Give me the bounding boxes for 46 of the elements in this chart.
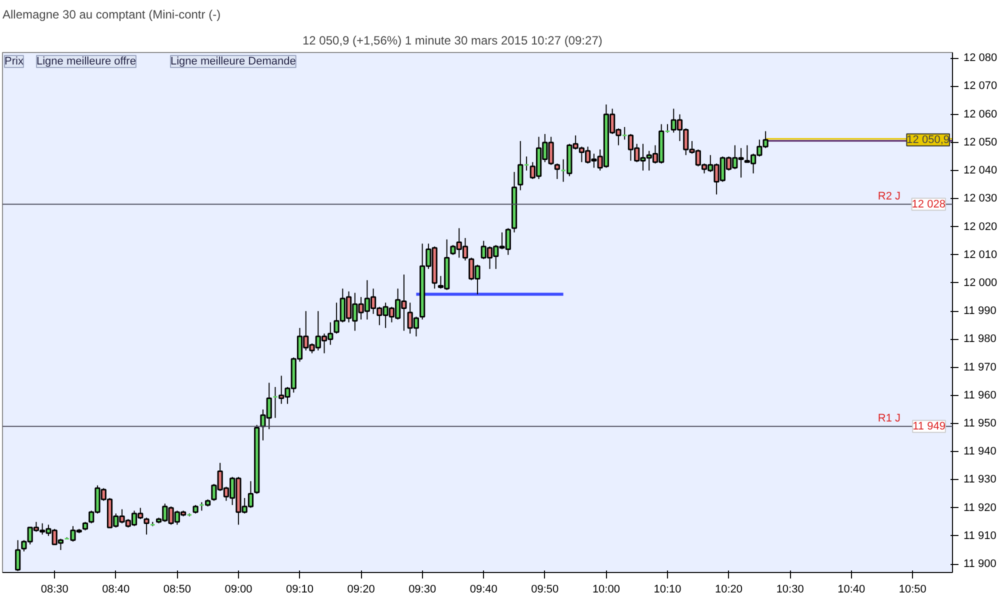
chart-subtitle: 12 050,9 (+1,56%) 1 minute 30 mars 2015 10:27 (09:27) <box>302 34 602 48</box>
y-tick-label: 11 990 <box>964 305 996 318</box>
y-tick-label: 11 940 <box>964 446 996 458</box>
annotation: Ligne meilleure Demande <box>170 56 296 68</box>
annotation: 12 028 <box>912 198 946 210</box>
x-tick-label: 08:30 <box>40 584 68 596</box>
x-tick-label: 09:40 <box>470 584 498 596</box>
x-tick-label: 08:50 <box>163 584 191 596</box>
x-tick-label: 10:30 <box>776 584 804 596</box>
annotation: Prix <box>4 56 24 68</box>
y-tick-label: 11 900 <box>964 558 996 570</box>
x-tick-label: 10:20 <box>715 584 743 596</box>
annotation: Ligne meilleure offre <box>36 56 136 68</box>
ref-line-label: 12 050,9 <box>906 134 950 146</box>
chart-title: Allemagne 30 au comptant (Mini-contr (-) <box>2 8 221 22</box>
x-tick-label: 08:40 <box>102 584 130 596</box>
y-tick-label: 11 920 <box>964 502 996 514</box>
ref-line-label: R2 J <box>878 190 901 202</box>
x-tick-label: 10:00 <box>592 584 620 596</box>
y-tick-label: 12 050 <box>964 136 998 148</box>
y-tick-label: 12 010 <box>964 248 998 261</box>
y-tick-label: 12 000 <box>964 276 998 289</box>
x-tick-label: 10:10 <box>654 584 682 596</box>
y-tick-label: 12 070 <box>964 80 998 92</box>
x-tick-label: 09:10 <box>286 584 314 596</box>
annotation: 11 949 <box>912 420 946 432</box>
ref-line-label: R1 J <box>878 412 901 424</box>
y-tick-label: 11 950 <box>964 418 996 430</box>
x-tick-label: 10:50 <box>898 584 926 596</box>
candlestick <box>554 163 560 180</box>
y-tick-label: 12 020 <box>964 220 998 233</box>
y-tick-label: 11 930 <box>964 474 996 486</box>
y-tick-label: 11 980 <box>964 333 996 346</box>
x-tick-label: 09:50 <box>531 584 559 596</box>
y-tick-label: 12 060 <box>964 108 998 120</box>
x-tick-label: 09:20 <box>347 584 375 596</box>
x-tick-label: 09:00 <box>224 584 252 596</box>
x-tick-label: 10:40 <box>838 584 866 596</box>
y-tick-label: 11 960 <box>964 389 996 402</box>
y-tick-label: 11 910 <box>964 530 996 542</box>
y-tick-label: 11 970 <box>964 361 996 374</box>
y-tick-label: 12 080 <box>964 52 998 64</box>
candlestick <box>144 517 150 536</box>
y-tick-label: 12 040 <box>964 164 998 177</box>
y-tick-label: 12 030 <box>964 192 998 205</box>
x-tick-label: 09:30 <box>408 584 436 596</box>
